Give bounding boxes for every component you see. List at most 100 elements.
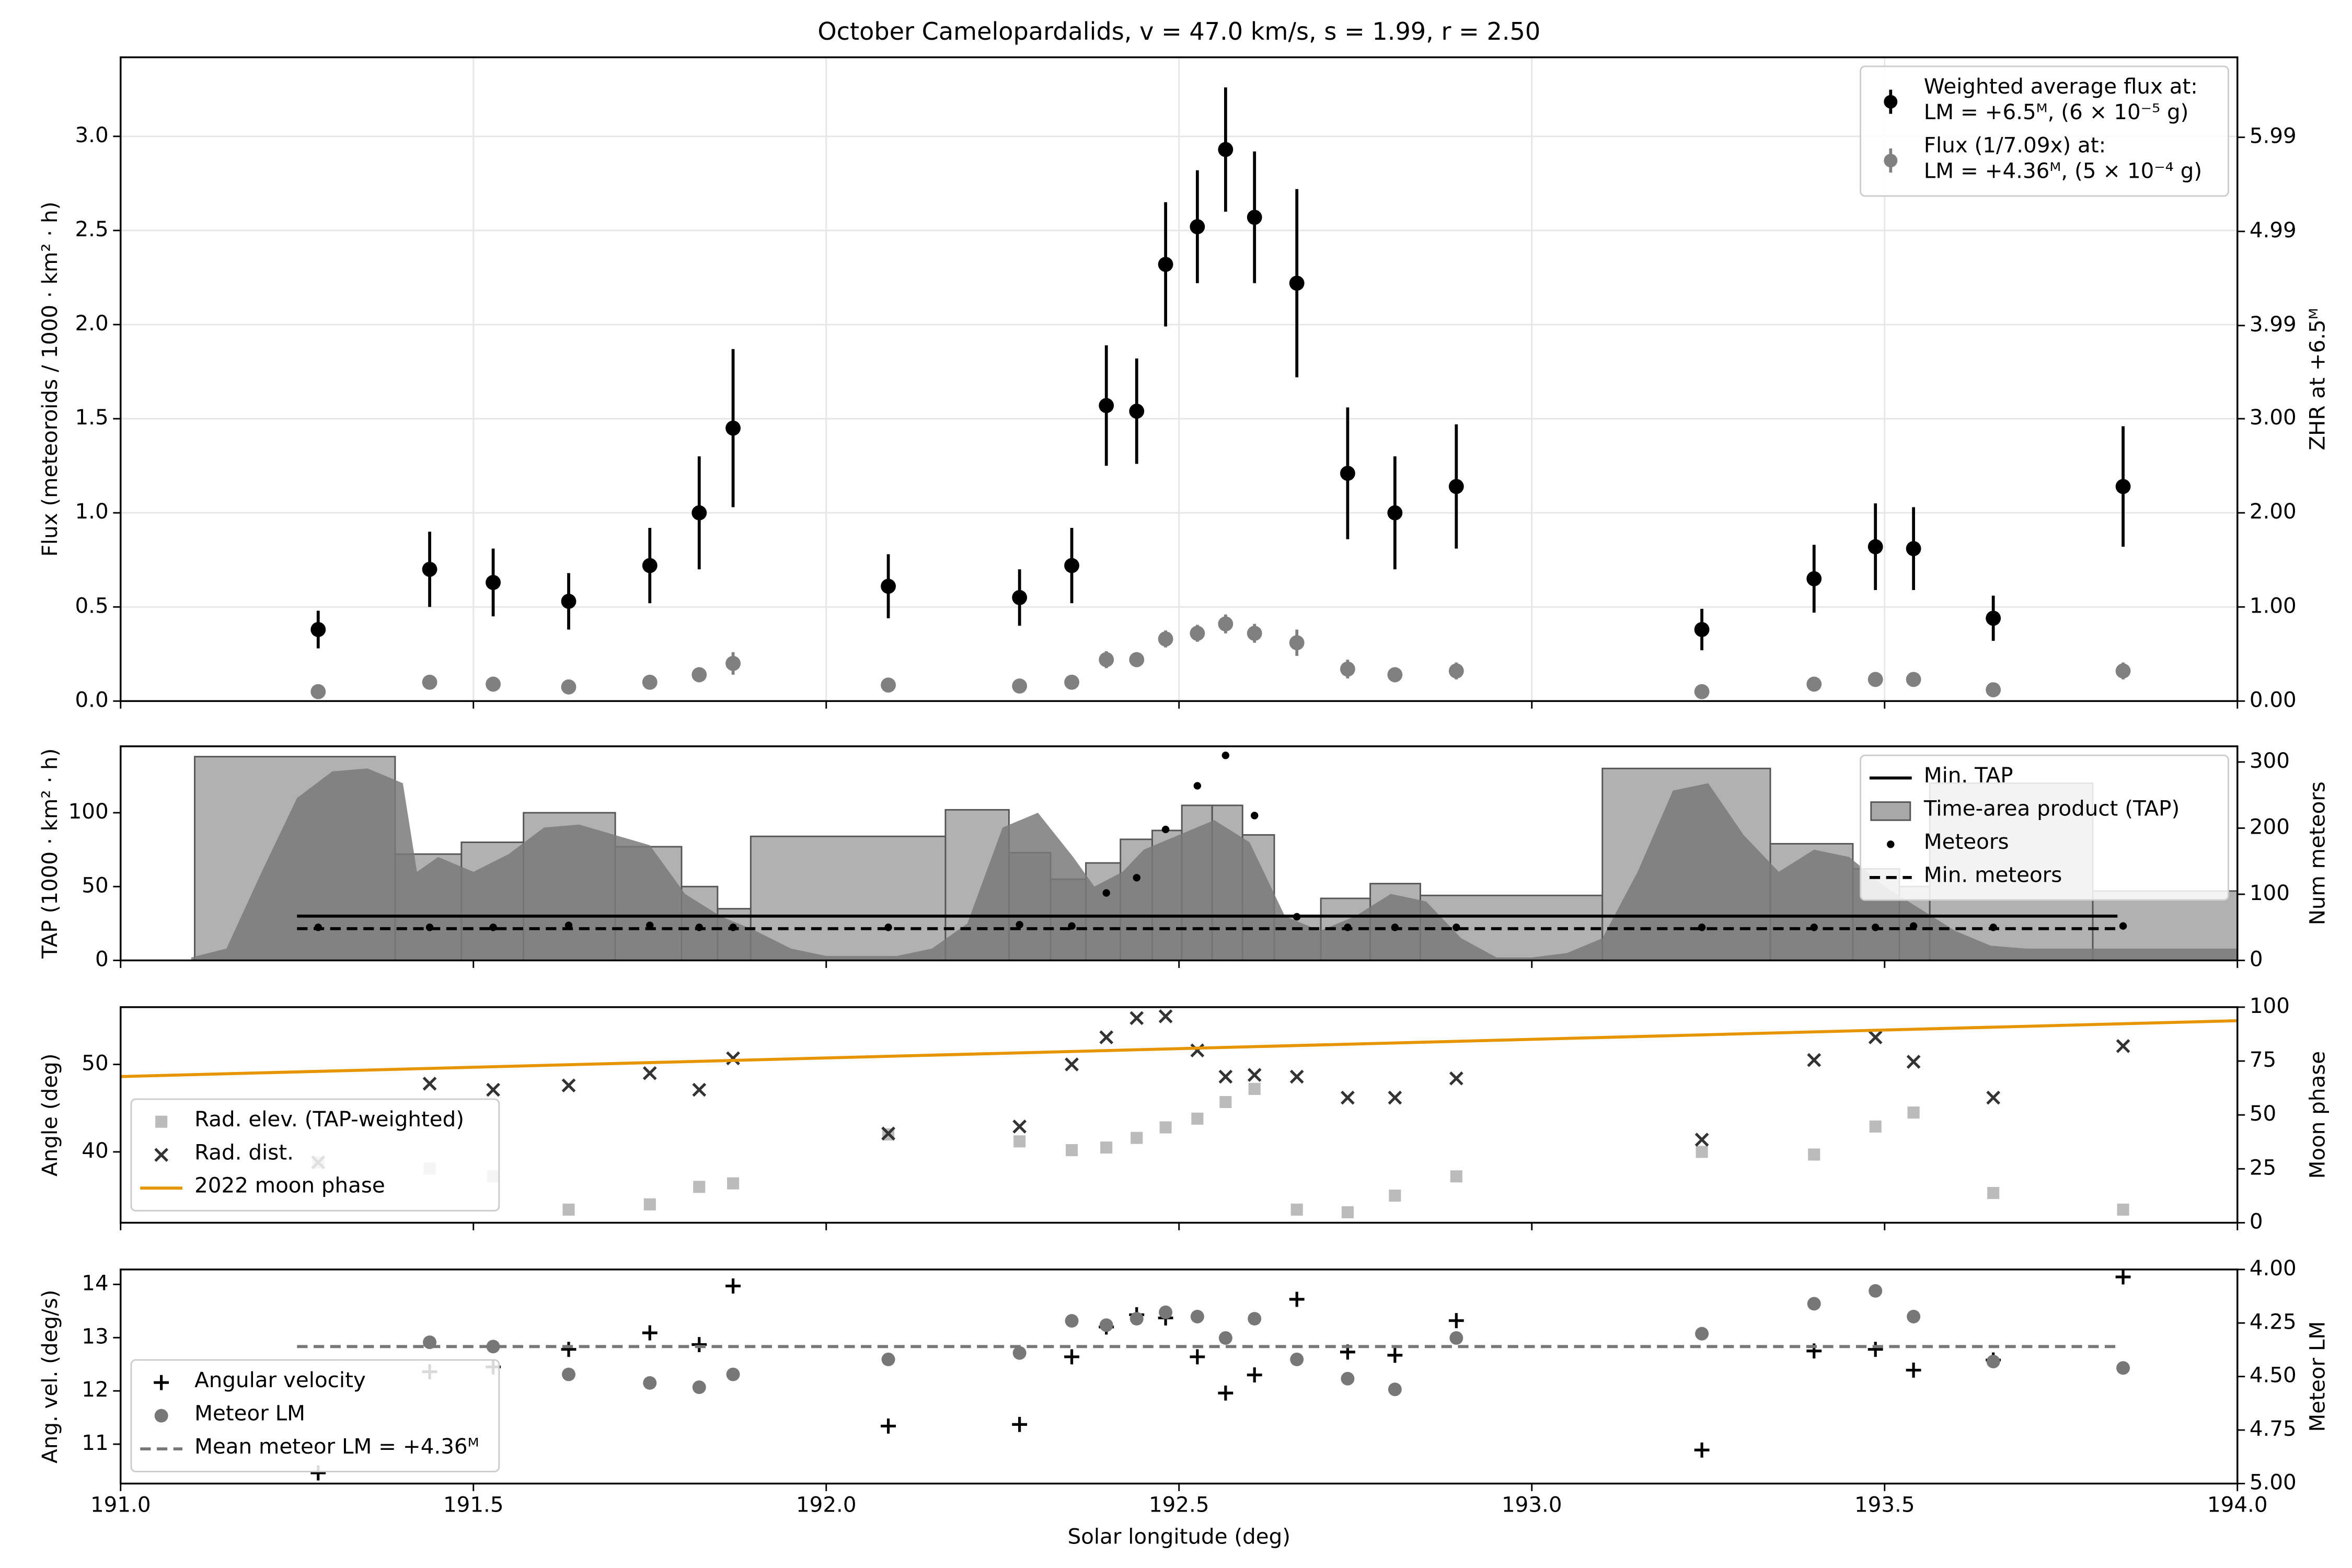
legend-label: Rad. dist. [194, 1141, 294, 1166]
plus-marker [1906, 1363, 1921, 1378]
flux-point [1387, 667, 1403, 683]
circle-marker [2116, 1361, 2130, 1375]
circle-marker [1869, 1284, 1883, 1298]
flux-point [561, 679, 577, 695]
y2-tick-label: 300 [2250, 748, 2290, 773]
square-marker [1191, 1112, 1204, 1125]
flux-point [1289, 635, 1305, 651]
y2-tick-label: 2.00 [2250, 499, 2297, 524]
cross-marker [1218, 1069, 1233, 1084]
legend-label-box: Weighted average flux at: LM = +6.5ᴹ, (6… [1924, 75, 2198, 125]
cross-marker [642, 1066, 657, 1080]
legend-label: Min. TAP [1923, 764, 2013, 789]
square-marker [1450, 1170, 1462, 1183]
square-marker [1696, 1146, 1708, 1158]
flux-point [310, 684, 326, 699]
legend-label-box: Min. meteors [1924, 864, 2062, 888]
flux-point [642, 674, 658, 690]
plus-marker [642, 1325, 658, 1341]
flux-point [1129, 652, 1145, 667]
plot-frame [120, 1006, 2239, 1224]
dot-marker [2119, 922, 2127, 930]
circle-marker [1449, 1331, 1463, 1345]
flux-point [561, 594, 577, 609]
square-marker [1290, 1203, 1303, 1216]
plus-marker [2115, 1269, 2131, 1285]
cross-marker [881, 1126, 895, 1141]
plus-marker [1012, 1416, 1028, 1432]
circle-marker [1290, 1352, 1304, 1366]
y2-tick-label: 100 [2250, 994, 2290, 1018]
panel: 0 50 100 0 100 200 300 TAP (1000 · km² · h) Num … [38, 745, 2330, 971]
plus-marker [881, 1418, 896, 1434]
legend-symbol [154, 1375, 169, 1390]
legend-label: Meteors [1923, 831, 2009, 855]
flux-point [1218, 142, 1233, 157]
y2-tick-label: 0 [2250, 1209, 2263, 1233]
panel: 191.0 191.5 192.0 192.5 193.0 193.5 194.0 11 12 1… [38, 1256, 2330, 1549]
circle-marker [1807, 1297, 1821, 1311]
y2-axis-label: Meteor LM [2305, 1321, 2330, 1432]
y2-tick-label: 3.00 [2250, 405, 2297, 430]
circle-marker [1159, 1305, 1173, 1319]
square-marker [1013, 1135, 1026, 1148]
legend-label-box: 2022 moon phase [194, 1174, 385, 1198]
legend-box [130, 1359, 500, 1472]
legend-symbol [154, 1148, 169, 1162]
legend-label: Mean meteor LM = +4.36ᴹ [194, 1435, 479, 1460]
square-marker [1219, 1096, 1232, 1109]
circle-marker [1341, 1371, 1355, 1386]
square-marker [1808, 1148, 1820, 1161]
y2-tick-label: 50 [2250, 1101, 2276, 1126]
square-marker [1389, 1190, 1401, 1202]
y2-tick-label: 4.99 [2250, 218, 2297, 243]
legend-label-box: Rad. dist. [194, 1141, 294, 1166]
plot-frame [120, 745, 2239, 962]
square-marker [727, 1177, 740, 1190]
flux-point [1387, 505, 1403, 521]
circle-marker [562, 1367, 575, 1381]
plus-marker [1064, 1349, 1079, 1365]
y2-axis-label: Moon phase [2305, 1051, 2330, 1179]
square-marker [1907, 1106, 1920, 1119]
flux-point [1012, 678, 1028, 694]
circle-marker [726, 1367, 740, 1381]
circle-marker [486, 1340, 500, 1354]
cross-marker [1388, 1090, 1402, 1105]
flux-point [1340, 466, 1355, 481]
x-tick-label: 193.0 [1502, 1493, 1562, 1517]
flux-point [1247, 210, 1262, 225]
legend-symbol [1884, 154, 1898, 168]
legend-symbol [1884, 95, 1898, 109]
legend: Weighted average flux at: LM = +6.5ᴹ, (6… [1860, 65, 2229, 197]
y2-tick-label: 0 [2250, 947, 2263, 971]
plus-marker [1218, 1385, 1233, 1401]
cross-marker [1868, 1030, 1883, 1045]
cross-marker [692, 1082, 707, 1097]
plus-marker [1247, 1367, 1262, 1383]
legend-label: Meteor LM [194, 1402, 305, 1426]
y2-tick-label: 4.00 [2250, 1256, 2297, 1281]
y2-tick-label: 25 [2250, 1155, 2276, 1180]
y2-tick-label: 1.00 [2250, 593, 2297, 618]
y-tick-label: 12 [82, 1377, 108, 1402]
cross-marker [1099, 1030, 1114, 1045]
square-marker [693, 1181, 706, 1193]
flux-point [881, 677, 896, 693]
dot-marker [1016, 920, 1023, 929]
x-tick-label: 192.0 [796, 1493, 857, 1517]
y-tick-label: 3.0 [75, 123, 108, 147]
flux-point [1906, 672, 1921, 687]
legend-label-box: Angular velocity [194, 1369, 366, 1393]
flux-point [310, 622, 326, 637]
cross-marker [561, 1078, 576, 1093]
circle-marker [643, 1376, 657, 1390]
circle-marker [1012, 1346, 1027, 1360]
flux-point [1190, 219, 1205, 235]
square-marker [1341, 1206, 1354, 1218]
plus-marker [1694, 1442, 1710, 1458]
legend-label-box: Min. TAP [1923, 764, 2013, 789]
flux-point [1986, 682, 2001, 698]
cross-marker [422, 1076, 437, 1091]
